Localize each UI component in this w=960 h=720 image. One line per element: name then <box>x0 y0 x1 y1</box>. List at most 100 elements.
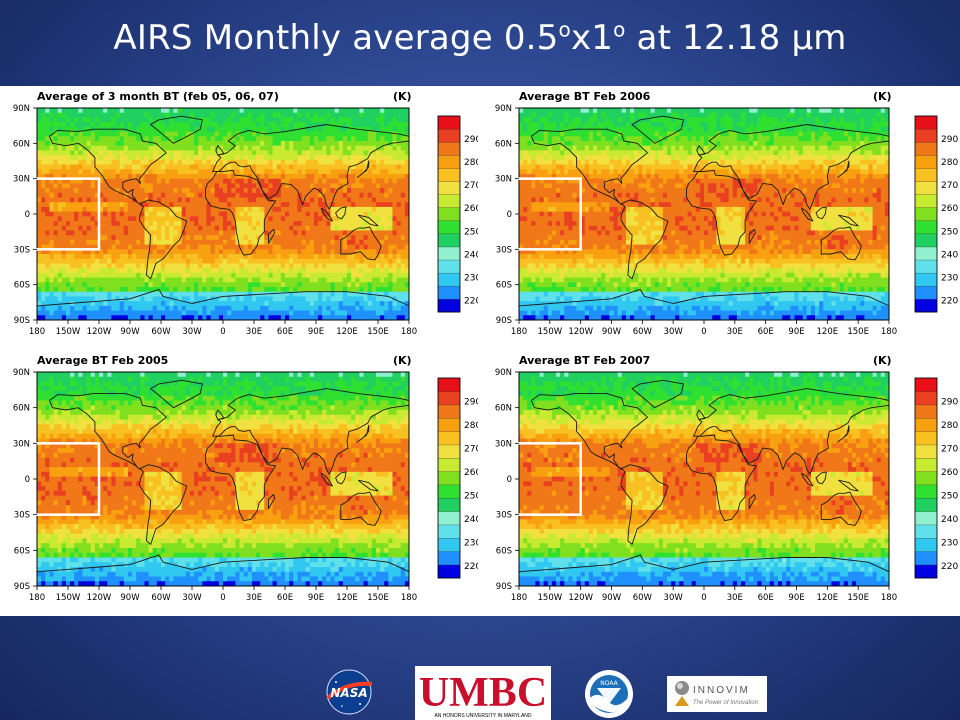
x-tick-label: 30W <box>182 327 202 337</box>
colorbar-swatch <box>437 497 461 512</box>
x-tick-label: 60E <box>758 327 774 337</box>
colorbar-tick-label: 260 <box>941 204 958 214</box>
colorbar-swatch <box>914 551 938 566</box>
x-tick-label: 150E <box>367 327 389 337</box>
y-tick-label: 60S <box>496 546 512 556</box>
temperature-field <box>519 372 890 587</box>
x-tick-label: 180 <box>29 327 45 337</box>
colorbar-swatch <box>437 233 461 248</box>
x-tick-label: 60W <box>633 327 653 337</box>
colorbar-swatch <box>437 431 461 446</box>
temperature-field <box>37 372 410 587</box>
colorbar-tick-label: 250 <box>464 492 478 502</box>
colorbar-tick-label: 240 <box>941 515 958 525</box>
map-panel-feb-2007: Average BT Feb 2007 (K) 90N 60N 30N 0 30S 60S 90… <box>482 350 960 616</box>
colorbar-tick-label: 290 <box>941 398 958 408</box>
colorbar-swatch <box>437 551 461 566</box>
x-tick-label: 60E <box>277 327 293 337</box>
colorbar-tick-label: 280 <box>464 158 478 168</box>
map-svg: Average BT Feb 2007 (K) 90N 60N 30N 0 30S 60S 90… <box>482 350 960 616</box>
colorbar-swatch <box>437 168 461 182</box>
y-tick-label: 60S <box>14 281 30 291</box>
colorbar-swatch <box>914 181 938 195</box>
colorbar-swatch <box>437 285 461 300</box>
x-tick-label: 0 <box>701 593 706 603</box>
y-tick-label: 90S <box>496 582 512 592</box>
y-tick-label: 0 <box>507 475 512 485</box>
colorbar <box>914 377 938 579</box>
y-tick-label: 90N <box>13 104 30 114</box>
colorbar-swatch <box>437 391 461 406</box>
colorbar-tick-label: 220 <box>941 296 958 306</box>
colorbar-swatch <box>914 194 938 208</box>
colorbar-swatch <box>914 404 938 419</box>
colorbar-swatch <box>437 511 461 526</box>
x-tick-label: 180 <box>29 593 45 603</box>
coastlines <box>36 379 410 587</box>
colorbar-swatch <box>437 404 461 419</box>
x-tick-label: 30E <box>246 593 262 603</box>
x-tick-label: 90E <box>308 327 324 337</box>
x-tick-label: 0 <box>220 327 225 337</box>
x-tick-label: 120W <box>87 593 112 603</box>
colorbar-tick-label: 240 <box>464 515 478 525</box>
x-tick-label: 90W <box>602 593 622 603</box>
colorbar-swatch <box>914 115 938 130</box>
x-tick-label: 150W <box>538 593 563 603</box>
panel-units: (K) <box>393 90 412 103</box>
colorbar-tick-label: 250 <box>464 227 478 237</box>
y-tick-label: 90S <box>14 582 30 592</box>
x-tick-label: 120W <box>568 327 593 337</box>
x-tick-label: 180 <box>511 593 527 603</box>
x-tick-label: 120E <box>336 327 358 337</box>
colorbar-swatch <box>437 259 461 274</box>
colorbar-tick-label: 220 <box>464 562 478 572</box>
y-tick-label: 60N <box>13 404 30 414</box>
colorbar-swatch <box>437 194 461 208</box>
colorbar-tick-label: 280 <box>941 158 958 168</box>
y-tick-label: 0 <box>25 210 30 220</box>
colorbar-tick-label: 230 <box>464 539 478 549</box>
colorbar-tick-label: 290 <box>464 398 478 408</box>
x-tick-label: 90W <box>602 327 622 337</box>
panel-units: (K) <box>393 354 412 367</box>
colorbar-swatch <box>914 272 938 287</box>
x-tick-label: 150W <box>56 327 81 337</box>
colorbar-swatch <box>437 484 461 499</box>
colorbar-swatch <box>914 391 938 406</box>
y-tick-label: 30N <box>13 439 30 449</box>
colorbar-swatch <box>914 511 938 526</box>
x-tick-label: 90E <box>308 593 324 603</box>
temperature-field <box>37 108 410 321</box>
y-tick-label: 30N <box>495 439 512 449</box>
x-tick-label: 120E <box>336 593 358 603</box>
colorbar-swatch <box>437 537 461 552</box>
innovim-logo: INNOVIM The Power of Innovation <box>667 676 767 712</box>
colorbar-tick-label: 230 <box>464 273 478 283</box>
y-tick-label: 60N <box>495 139 512 149</box>
colorbar-swatch <box>914 457 938 472</box>
colorbar-swatch <box>437 524 461 539</box>
x-tick-label: 180 <box>401 327 417 337</box>
y-tick-label: 90N <box>13 368 30 378</box>
colorbar-tick-label: 260 <box>941 468 958 478</box>
y-tick-label: 30S <box>496 245 512 255</box>
colorbar-tick-label: 240 <box>464 250 478 260</box>
map-panel-feb-2006: Average BT Feb 2006 (K) 90N 60N 30N 0 30S 60S 90… <box>482 86 960 350</box>
x-tick-label: 30E <box>727 327 743 337</box>
colorbar <box>914 115 938 313</box>
panel-title: Average BT Feb 2007 <box>519 354 650 367</box>
map-svg: Average BT Feb 2006 (K) 90N 60N 30N 0 30S 60S 90… <box>482 86 960 350</box>
colorbar-tick-label: 280 <box>941 421 958 431</box>
colorbar-swatch <box>914 246 938 261</box>
panel-title: Average of 3 month BT (feb 05, 06, 07) <box>37 90 279 103</box>
colorbar-tick-label: 280 <box>464 421 478 431</box>
x-tick-label: 0 <box>220 593 225 603</box>
x-tick-label: 120W <box>87 327 112 337</box>
y-tick-label: 30N <box>13 175 30 185</box>
colorbar-swatch <box>914 417 938 432</box>
colorbar-swatch <box>914 431 938 446</box>
colorbar-tick-label: 220 <box>941 562 958 572</box>
y-tick-label: 90N <box>495 368 512 378</box>
colorbar-swatch <box>914 471 938 486</box>
